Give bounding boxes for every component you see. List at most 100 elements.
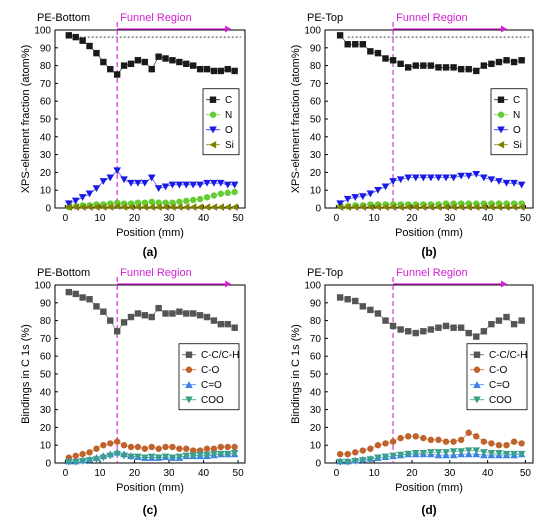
data-point-O <box>351 194 360 201</box>
data-point-C <box>134 57 142 64</box>
data-point-COO <box>189 452 197 460</box>
data-point-C-O <box>336 450 344 458</box>
data-point-C-O <box>203 445 211 452</box>
data-point-C <box>480 62 488 69</box>
data-point-C <box>65 32 73 39</box>
data-point-Si <box>510 203 518 211</box>
data-point-N <box>210 192 218 199</box>
data-point-Si <box>389 203 397 211</box>
legend-marker-O <box>209 126 217 134</box>
data-point-O <box>336 200 344 208</box>
data-point-C-O <box>427 436 435 444</box>
data-point-N <box>148 198 155 205</box>
data-point-O <box>147 174 156 182</box>
x-tick-label: 0 <box>63 468 69 479</box>
data-point-O <box>127 179 135 187</box>
data-point-Si <box>351 203 359 211</box>
legend-label: Si <box>513 140 522 151</box>
data-point-COO <box>127 453 135 461</box>
y-tick-label: 20 <box>40 168 52 179</box>
data-point-Si <box>412 203 419 211</box>
data-point-C-O <box>374 442 382 449</box>
data-point-COO <box>217 450 225 458</box>
data-point-Si <box>442 203 450 211</box>
data-point-C-C/C-H <box>465 329 472 337</box>
data-point-C <box>72 33 79 41</box>
data-point-O <box>196 181 204 189</box>
y-tick-label: 80 <box>40 61 52 72</box>
data-point-C-O <box>435 436 442 444</box>
data-point-COO <box>351 458 360 465</box>
data-point-Si <box>92 203 100 211</box>
data-point-O <box>427 174 435 182</box>
legend: CNO Si <box>490 88 528 156</box>
data-point-COO <box>510 450 518 458</box>
panel-label: (d) <box>421 503 436 517</box>
legend-marker-Si <box>497 140 505 149</box>
data-point-O <box>374 187 382 194</box>
data-point-C-O <box>465 429 472 436</box>
data-point-C-C/C-H <box>359 303 367 310</box>
data-point-O <box>510 179 518 187</box>
y-tick-label: 100 <box>304 281 321 292</box>
data-point-Si <box>487 203 495 211</box>
data-point-COO <box>161 453 170 461</box>
panel-label: (a) <box>143 245 158 259</box>
y-tick-label: 60 <box>40 97 52 108</box>
data-point-C-C/C-H <box>72 290 79 298</box>
data-point-COO <box>196 451 204 459</box>
data-point-O <box>154 185 163 193</box>
data-point-Si <box>217 203 225 211</box>
y-tick-label: 10 <box>310 441 322 452</box>
data-point-COO <box>411 450 420 457</box>
data-point-C <box>503 57 510 64</box>
data-point-C-O <box>473 433 480 440</box>
y-tick-label: 30 <box>310 405 322 416</box>
data-point-C <box>183 60 190 68</box>
data-point-O <box>141 179 149 187</box>
data-point-O <box>113 167 121 175</box>
legend-label: C <box>513 95 520 106</box>
data-point-C-C/C-H <box>231 324 238 331</box>
legend-marker-N <box>497 111 505 118</box>
y-tick-label: 70 <box>310 79 322 90</box>
data-point-N <box>183 197 190 205</box>
panel-title: PE-Top <box>307 267 343 279</box>
data-point-C-C/C-H <box>107 317 114 324</box>
data-point-COO <box>366 456 375 464</box>
x-tick-label: 10 <box>369 213 381 224</box>
data-point-Si <box>374 203 382 211</box>
data-point-O <box>517 181 526 189</box>
y-tick-label: 0 <box>315 204 321 215</box>
data-point-C <box>374 49 382 57</box>
data-point-C-O <box>176 445 183 452</box>
panel-title: PE-Top <box>307 12 343 24</box>
data-point-C-C/C-H <box>86 296 93 303</box>
y-tick-label: 50 <box>310 370 322 381</box>
data-point-COO <box>175 453 184 461</box>
data-point-C-C/C-H <box>405 328 412 335</box>
data-point-C-C/C-H <box>196 312 204 319</box>
data-point-C <box>113 71 121 78</box>
data-point-C-C/C-H <box>176 308 183 315</box>
data-point-O <box>472 170 481 178</box>
x-tick-label: 20 <box>129 468 141 479</box>
data-point-C-C/C-H <box>336 294 344 301</box>
data-point-C-C/C-H <box>412 329 419 337</box>
y-tick-label: 80 <box>40 316 52 327</box>
y-tick-label: 10 <box>40 186 52 197</box>
x-tick-label: 40 <box>198 468 210 479</box>
data-point-Si <box>518 203 525 211</box>
panel-title: PE-Bottom <box>37 12 90 24</box>
data-point-O <box>396 176 405 184</box>
x-tick-label: 10 <box>94 213 106 224</box>
data-point-C-C/C-H <box>480 328 488 335</box>
data-point-O <box>502 179 511 187</box>
data-point-COO <box>419 450 428 457</box>
data-point-O <box>434 174 443 182</box>
legend-marker-N <box>209 111 217 118</box>
data-point-C-O <box>457 436 465 444</box>
funnel-region-label: Funnel Region <box>396 267 468 279</box>
funnel-arrow-head <box>225 280 232 288</box>
